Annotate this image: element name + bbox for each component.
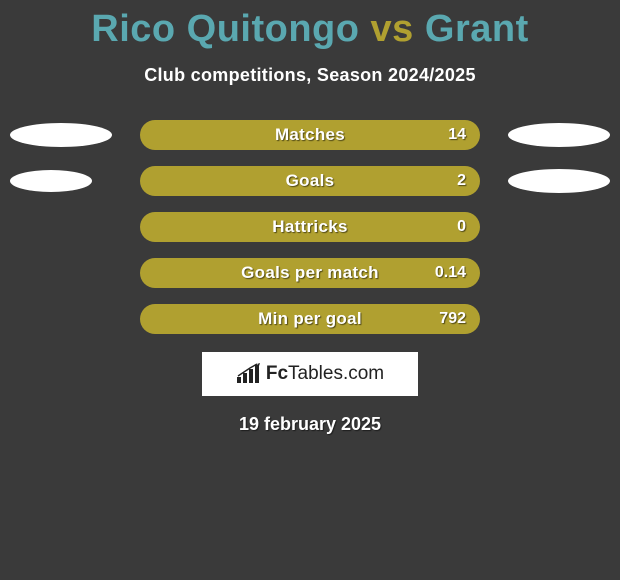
- stat-label: Hattricks: [272, 217, 347, 237]
- fctables-logo: FcTables.com: [202, 352, 418, 396]
- stat-label: Goals per match: [241, 263, 379, 283]
- stat-label: Min per goal: [258, 309, 362, 329]
- stats-area: Matches 14 Goals 2 Hattricks 0 Goals per match…: [0, 120, 620, 334]
- stat-bar: Min per goal 792: [140, 304, 480, 334]
- date: 19 february 2025: [0, 414, 620, 435]
- logo-inner: FcTables.com: [236, 363, 384, 385]
- stat-value: 14: [448, 126, 466, 144]
- left-ellipse: [10, 123, 112, 147]
- left-ellipse: [10, 170, 92, 192]
- stat-bar: Hattricks 0: [140, 212, 480, 242]
- right-ellipse: [508, 169, 610, 193]
- stat-row: Matches 14: [0, 120, 620, 150]
- stat-value: 2: [457, 172, 466, 190]
- player2-name: Grant: [425, 8, 529, 50]
- stat-value: 0.14: [435, 264, 466, 282]
- stat-bar: Goals per match 0.14: [140, 258, 480, 288]
- stat-bar: Matches 14: [140, 120, 480, 150]
- subtitle: Club competitions, Season 2024/2025: [0, 65, 620, 86]
- right-ellipse: [508, 123, 610, 147]
- logo-main: Tables: [288, 363, 343, 384]
- logo-prefix: Fc: [266, 363, 288, 384]
- stat-row: Hattricks 0: [0, 212, 620, 242]
- vs-text: vs: [371, 8, 414, 50]
- stat-label: Goals: [286, 171, 335, 191]
- player1-name: Rico Quitongo: [91, 8, 359, 50]
- logo-text: FcTables.com: [266, 363, 384, 385]
- stat-row: Min per goal 792: [0, 304, 620, 334]
- stat-bar: Goals 2: [140, 166, 480, 196]
- bars-icon: [236, 363, 262, 385]
- stat-row: Goals per match 0.14: [0, 258, 620, 288]
- stat-label: Matches: [275, 125, 345, 145]
- stat-value: 0: [457, 218, 466, 236]
- stat-row: Goals 2: [0, 166, 620, 196]
- stat-value: 792: [439, 310, 466, 328]
- logo-suffix: .com: [343, 363, 384, 384]
- comparison-title: Rico Quitongo vs Grant: [0, 0, 620, 51]
